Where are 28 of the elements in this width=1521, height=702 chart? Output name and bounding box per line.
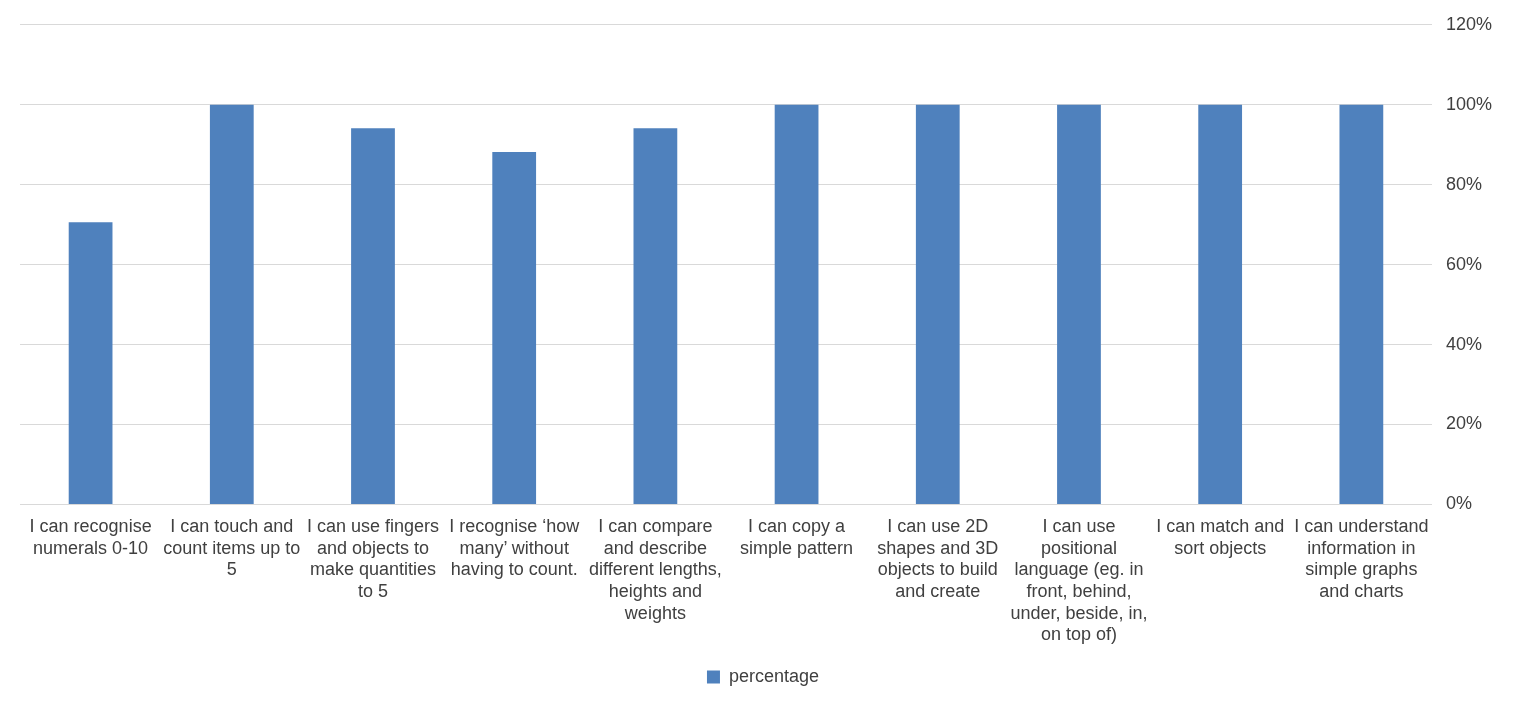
y-tick-label: 60% — [1445, 253, 1482, 274]
bar — [1057, 104, 1101, 504]
x-tick-label: I can understand information in simple graphs and charts — [1294, 516, 1429, 601]
bar — [1198, 104, 1243, 504]
legend-label: percentage — [728, 665, 820, 686]
bar — [1339, 104, 1384, 504]
bar — [492, 151, 537, 504]
bar — [915, 104, 960, 504]
x-tick-label: I can copy a simple pattern — [740, 516, 854, 558]
y-tick-label: 100% — [1445, 93, 1493, 114]
bar — [68, 222, 113, 504]
x-tick-label: I can touch and count items up to 5 — [163, 516, 301, 580]
bar — [351, 128, 395, 504]
bar — [633, 128, 678, 504]
x-tick-label: I can recognise numerals 0-10 — [29, 516, 152, 558]
y-tick-label: 80% — [1445, 173, 1482, 194]
bar — [774, 104, 819, 504]
y-tick-label: 40% — [1445, 333, 1482, 354]
x-tick-label: I recognise ‘how many’ without having to count. — [449, 516, 581, 580]
y-tick-label: 20% — [1445, 413, 1482, 434]
x-tick-label: I can use fingers and objects to make quantities to 5 — [306, 516, 440, 601]
y-tick-label: 120% — [1445, 13, 1493, 34]
x-tick-label: I can use 2D shapes and 3D objects to build and create — [877, 516, 999, 601]
x-tick-label: I can use positional language (eg. in front, behind, under, beside, in, on top of) — [1010, 516, 1148, 645]
bar — [209, 104, 254, 504]
x-tick-label: I can compare and describe different lengths, heights and weights — [589, 516, 722, 623]
x-tick-label: I can match and sort objects — [1156, 516, 1285, 558]
y-tick-label: 0% — [1445, 493, 1472, 514]
